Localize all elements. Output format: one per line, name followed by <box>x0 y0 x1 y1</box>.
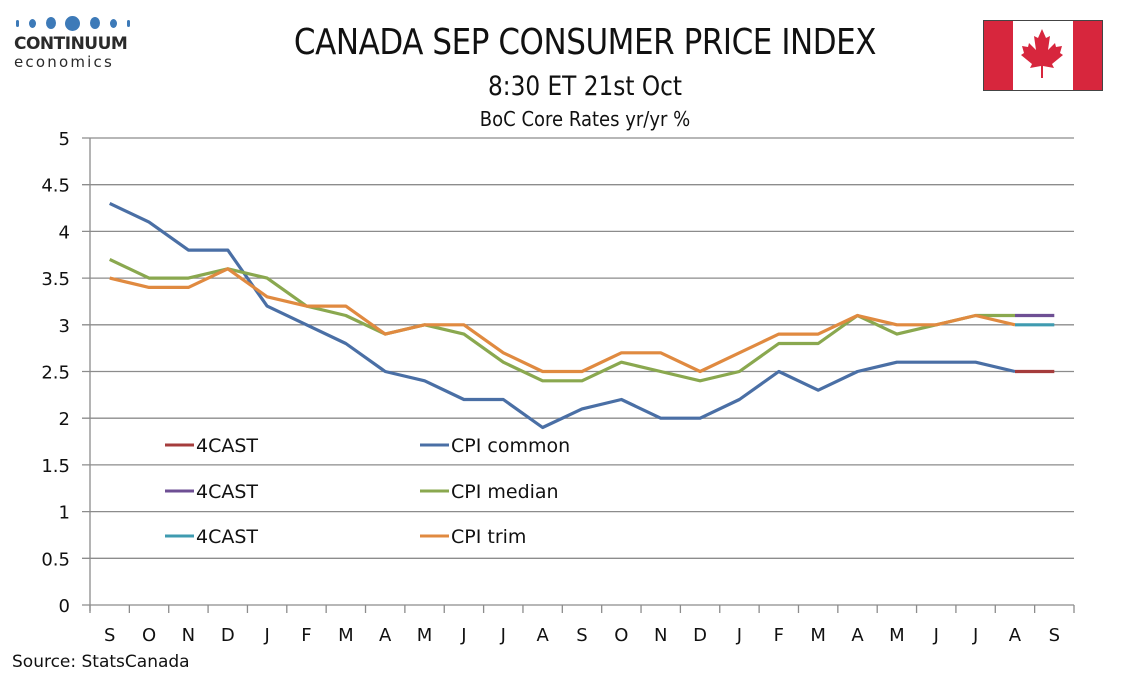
x-tick-label: J <box>500 625 506 646</box>
legend-label: CPI common <box>451 435 570 457</box>
x-tick-label: N <box>182 625 195 646</box>
x-tick-label: S <box>576 625 587 646</box>
y-tick-label: 3.5 <box>41 269 70 290</box>
continuum-logo: CONTINUUM economics <box>14 14 132 70</box>
x-tick-label: O <box>614 625 628 646</box>
legend-label: 4CAST <box>196 481 258 503</box>
x-tick-label: M <box>417 625 433 646</box>
x-tick-label: N <box>654 625 667 646</box>
legend-label: 4CAST <box>196 435 258 457</box>
x-tick-label: M <box>338 625 354 646</box>
y-tick-label: 4.5 <box>41 176 70 197</box>
x-tick-label: J <box>972 625 978 646</box>
legend-label: CPI median <box>451 481 559 503</box>
maple-leaf-icon <box>1021 29 1063 78</box>
x-tick-label: D <box>693 625 707 646</box>
series-line-cpi-trim <box>109 267 1016 374</box>
x-tick-label: A <box>379 625 392 646</box>
x-tick-label: J <box>263 625 269 646</box>
x-tick-label: A <box>851 625 864 646</box>
source-note: Source: StatsCanada <box>12 652 190 672</box>
x-tick-label: J <box>736 625 742 646</box>
x-tick-label: S <box>104 625 115 646</box>
x-tick-label: J <box>933 625 939 646</box>
y-tick-label: 3 <box>59 316 70 337</box>
x-tick-label: A <box>1009 625 1022 646</box>
y-tick-label: 5 <box>59 129 70 150</box>
x-tick-label: M <box>889 625 905 646</box>
legend-label: CPI trim <box>451 526 526 548</box>
logo-dots-icon <box>14 14 132 32</box>
y-tick-label: 4 <box>59 222 70 243</box>
x-tick-label: M <box>810 625 826 646</box>
release-time: 8:30 ET 21st Oct <box>487 71 683 102</box>
x-tick-label: A <box>536 625 549 646</box>
x-tick-label: F <box>774 625 784 646</box>
logo-name: CONTINUUM <box>14 34 128 54</box>
y-tick-label: 1 <box>59 503 70 524</box>
chart-subtitle: BoC Core Rates yr/yr % <box>479 107 691 131</box>
canada-flag-icon <box>983 20 1103 91</box>
x-tick-label: F <box>301 625 311 646</box>
legend-label: 4CAST <box>196 526 258 548</box>
y-tick-label: 0.5 <box>41 549 70 570</box>
page-title: CANADA SEP CONSUMER PRICE INDEX <box>293 22 877 63</box>
series-line-cpi-common <box>109 201 1016 430</box>
x-tick-label: S <box>1049 625 1060 646</box>
y-tick-label: 0 <box>59 596 70 617</box>
y-tick-label: 2 <box>59 409 70 430</box>
x-tick-label: J <box>460 625 466 646</box>
x-tick-label: O <box>142 625 156 646</box>
y-tick-label: 2.5 <box>41 363 70 384</box>
y-tick-label: 1.5 <box>41 456 70 477</box>
x-tick-label: D <box>221 625 235 646</box>
logo-tagline: economics <box>14 53 114 71</box>
